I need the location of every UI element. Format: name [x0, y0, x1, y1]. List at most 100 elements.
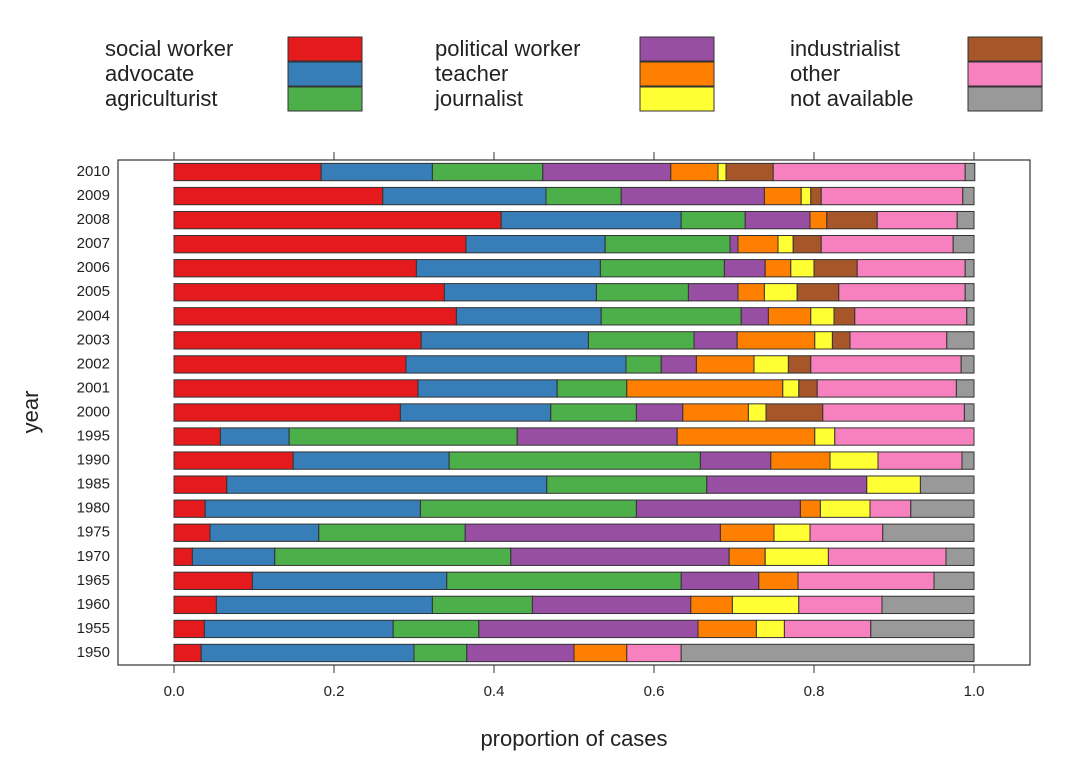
- x-tick-label: 0.2: [324, 683, 345, 700]
- bar-segment: [219, 427, 290, 446]
- y-tick-label: 2007: [77, 235, 110, 252]
- bar-segment: [465, 235, 606, 254]
- bar-segment: [431, 595, 533, 615]
- legend-label: political worker: [435, 36, 581, 61]
- bar-segment: [695, 355, 755, 374]
- y-tick-label: 1965: [77, 572, 110, 589]
- bar-segment: [288, 427, 518, 446]
- legend-label: not available: [790, 86, 914, 111]
- y-tick-label: 2002: [77, 355, 110, 372]
- y-tick-label: 2001: [77, 379, 110, 396]
- bar-segment: [798, 379, 818, 398]
- bar-segment: [790, 259, 815, 278]
- bar-segment: [173, 307, 457, 326]
- bar-segment: [413, 643, 468, 663]
- bar-segment: [626, 643, 682, 663]
- bar-segment: [173, 571, 253, 590]
- y-tick-label: 2010: [77, 163, 110, 180]
- bar-segment: [173, 451, 294, 470]
- bar-segment: [755, 619, 785, 639]
- legend-label: other: [790, 61, 840, 86]
- bar-segment: [758, 571, 799, 590]
- bar-segment: [173, 210, 502, 230]
- bar-segment: [787, 355, 812, 374]
- bar-segment: [813, 259, 858, 278]
- bar-segment: [660, 355, 697, 374]
- y-tick-label: 2008: [77, 211, 110, 228]
- bar-segment: [849, 331, 948, 350]
- bar-segment: [455, 307, 602, 326]
- legend-label: advocate: [105, 61, 194, 86]
- bar-segment: [600, 307, 742, 326]
- bar-segment: [799, 499, 821, 518]
- bar-segment: [595, 283, 689, 302]
- bar-segment: [777, 235, 794, 254]
- bar-segment: [744, 210, 811, 230]
- y-tick-label: 2006: [77, 259, 110, 276]
- y-tick-label: 1995: [77, 428, 110, 445]
- bar-segment: [699, 451, 772, 470]
- bar-segment: [274, 547, 512, 566]
- bar-segment: [798, 595, 883, 615]
- x-tick-label: 0.0: [164, 683, 185, 700]
- bar-segment: [545, 186, 622, 206]
- bar-segment: [814, 427, 836, 446]
- bar-segment: [866, 475, 921, 494]
- bar-segment: [723, 259, 766, 278]
- bar-segment: [797, 571, 935, 590]
- bar-segment: [706, 475, 868, 494]
- y-tick-label: 1980: [77, 500, 110, 517]
- bar-segment: [209, 523, 320, 542]
- bar-segment: [820, 235, 954, 254]
- bar-segment: [810, 186, 822, 206]
- bar-segment: [809, 523, 884, 542]
- x-tick-label: 0.6: [644, 683, 665, 700]
- bar-segment: [772, 162, 966, 182]
- legend-swatch: [639, 86, 715, 112]
- y-tick-label: 2000: [77, 403, 110, 420]
- y-tick-label: 2005: [77, 283, 110, 300]
- bar-segment: [173, 427, 221, 446]
- bar-segment: [573, 643, 628, 663]
- bar-segment: [960, 355, 975, 374]
- legend-swatch: [287, 36, 363, 62]
- bar-segment: [676, 427, 816, 446]
- bar-segment: [747, 403, 767, 422]
- legend-label: industrialist: [790, 36, 900, 61]
- bar-segment: [870, 619, 975, 639]
- bar-segment: [516, 427, 678, 446]
- bar-segment: [966, 307, 975, 326]
- bar-segment: [466, 643, 575, 663]
- bar-segment: [446, 571, 682, 590]
- bar-segment: [729, 235, 739, 254]
- bar-segment: [173, 619, 205, 639]
- bar-segment: [946, 331, 975, 350]
- legend-swatch: [287, 61, 363, 87]
- bar-segment: [719, 523, 775, 542]
- bar-segment: [251, 571, 448, 590]
- legend-label: agriculturist: [105, 86, 217, 111]
- bar-segment: [856, 259, 966, 278]
- bar-segment: [173, 643, 202, 663]
- bar-segment: [405, 355, 627, 374]
- bar-segment: [693, 331, 738, 350]
- bar-segment: [814, 331, 833, 350]
- bar-segment: [173, 523, 211, 542]
- bar-segment: [599, 259, 725, 278]
- bar-segment: [419, 499, 637, 518]
- bar-segment: [625, 355, 662, 374]
- bar-segment: [955, 379, 975, 398]
- legend-label: journalist: [434, 86, 523, 111]
- bar-segment: [420, 331, 589, 350]
- bar-segment: [399, 403, 552, 422]
- bar-segment: [392, 619, 480, 639]
- y-tick-label: 1985: [77, 476, 110, 493]
- bar-segment: [881, 595, 975, 615]
- bar-segment: [869, 499, 912, 518]
- bar-segment: [819, 499, 871, 518]
- bar-segment: [773, 523, 811, 542]
- legend-label: social worker: [105, 36, 233, 61]
- bar-segment: [737, 283, 765, 302]
- bar-segment: [964, 259, 975, 278]
- y-tick-label: 1960: [77, 596, 110, 613]
